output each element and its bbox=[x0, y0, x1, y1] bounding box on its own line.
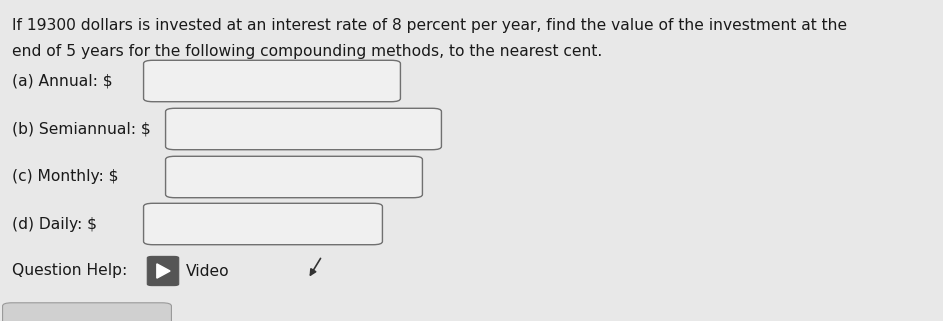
FancyBboxPatch shape bbox=[166, 156, 422, 198]
Text: (a) Annual: $: (a) Annual: $ bbox=[12, 74, 112, 89]
FancyBboxPatch shape bbox=[143, 60, 401, 102]
FancyBboxPatch shape bbox=[147, 256, 179, 286]
FancyBboxPatch shape bbox=[143, 203, 383, 245]
Polygon shape bbox=[157, 264, 170, 278]
Text: (c) Monthly: $: (c) Monthly: $ bbox=[12, 169, 119, 185]
FancyBboxPatch shape bbox=[3, 303, 172, 321]
FancyBboxPatch shape bbox=[166, 108, 441, 150]
Text: Video: Video bbox=[186, 264, 230, 279]
Text: (b) Semiannual: $: (b) Semiannual: $ bbox=[12, 122, 151, 136]
Text: Question Help:: Question Help: bbox=[12, 264, 127, 279]
Text: If 19300 dollars is invested at an interest rate of 8 percent per year, find the: If 19300 dollars is invested at an inter… bbox=[12, 18, 847, 33]
Text: end of 5 years for the following compounding methods, to the nearest cent.: end of 5 years for the following compoun… bbox=[12, 44, 603, 59]
Text: (d) Daily: $: (d) Daily: $ bbox=[12, 216, 97, 231]
